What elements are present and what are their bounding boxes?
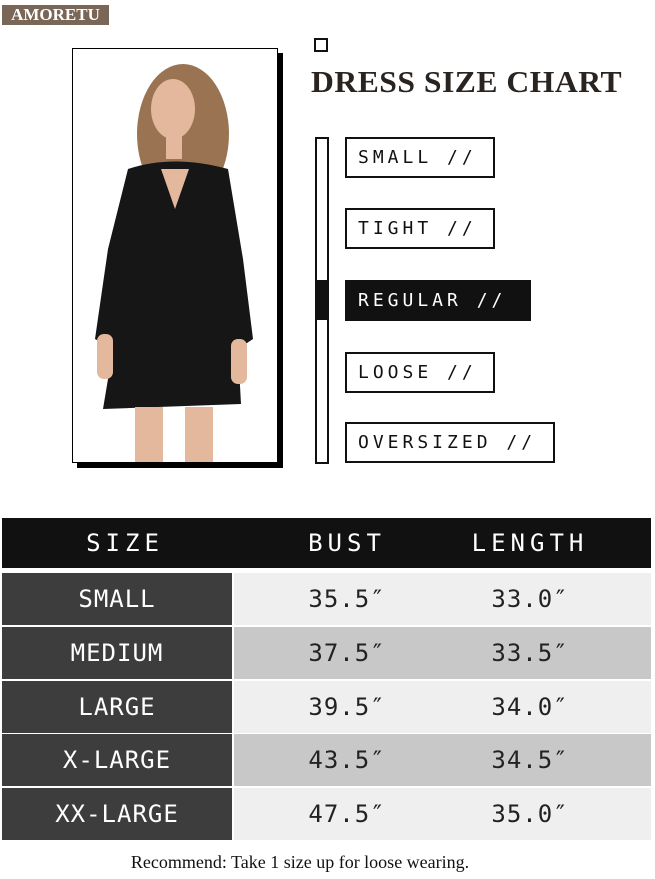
length-cell: 35.0″ bbox=[491, 800, 569, 828]
length-cell: 34.5″ bbox=[491, 746, 569, 774]
bust-cell: 37.5″ bbox=[308, 639, 386, 667]
table-header: SIZE BUST LENGTH bbox=[2, 518, 651, 568]
header-length: LENGTH bbox=[471, 529, 589, 557]
row-values bbox=[234, 734, 651, 786]
fit-option-small: SMALL // bbox=[345, 137, 495, 178]
length-cell: 34.0″ bbox=[491, 693, 569, 721]
table-row: XX-LARGE 47.5″ 35.0″ bbox=[2, 788, 651, 840]
fit-option-regular: REGULAR // bbox=[345, 280, 531, 321]
row-values bbox=[234, 573, 651, 625]
bust-cell: 47.5″ bbox=[308, 800, 386, 828]
length-cell: 33.5″ bbox=[491, 639, 569, 667]
row-values bbox=[234, 627, 651, 679]
size-cell: SMALL bbox=[2, 573, 232, 625]
bust-cell: 43.5″ bbox=[308, 746, 386, 774]
header-size: SIZE bbox=[86, 529, 164, 557]
bust-cell: 35.5″ bbox=[308, 585, 386, 613]
fit-option-oversized: OVERSIZED // bbox=[345, 422, 555, 463]
size-cell: X-LARGE bbox=[2, 734, 232, 786]
row-values bbox=[234, 788, 651, 840]
row-values bbox=[234, 681, 651, 733]
size-cell: MEDIUM bbox=[2, 627, 232, 679]
fit-scale-bar bbox=[315, 137, 329, 464]
fit-option-tight: TIGHT // bbox=[345, 208, 495, 249]
bust-cell: 39.5″ bbox=[308, 693, 386, 721]
chart-title: DRESS SIZE CHART bbox=[311, 64, 623, 99]
table-row: MEDIUM 37.5″ 33.5″ bbox=[2, 627, 651, 679]
length-cell: 33.0″ bbox=[491, 585, 569, 613]
fit-scale-indicator bbox=[317, 280, 327, 320]
table-row: X-LARGE 43.5″ 34.5″ bbox=[2, 734, 651, 786]
header-bust: BUST bbox=[308, 529, 386, 557]
fit-option-loose: LOOSE // bbox=[345, 352, 495, 393]
brand-logo: AMORETU bbox=[2, 5, 109, 25]
table-row: SMALL 35.5″ 33.0″ bbox=[2, 573, 651, 625]
recommendation-note: Recommend: Take 1 size up for loose wear… bbox=[130, 852, 470, 872]
model-photo bbox=[72, 48, 278, 463]
square-bullet-icon bbox=[314, 38, 328, 52]
size-cell: LARGE bbox=[2, 681, 232, 733]
table-row: LARGE 39.5″ 34.0″ bbox=[2, 681, 651, 733]
size-cell: XX-LARGE bbox=[2, 788, 232, 840]
